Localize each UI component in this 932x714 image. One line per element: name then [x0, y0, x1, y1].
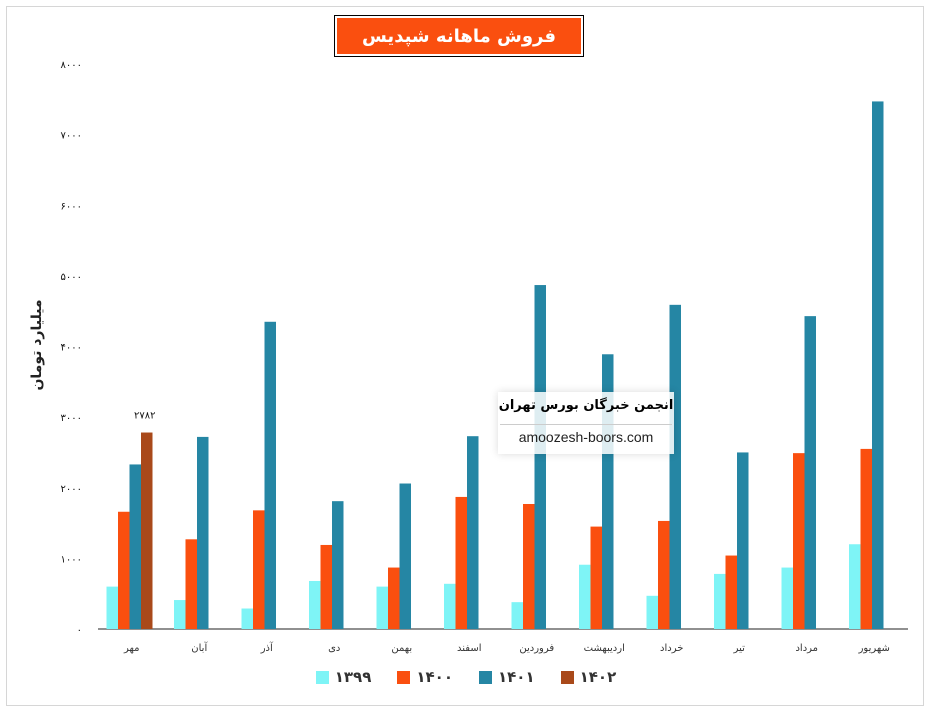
bar-۱۴۰۰ [320, 544, 332, 629]
bar-۱۴۰۰ [523, 503, 535, 629]
legend-swatch-1401 [479, 670, 492, 684]
legend: ۱۳۹۹ ۱۴۰۰ ۱۴۰۱ ۱۴۰۲ [0, 668, 932, 686]
bar-۱۴۰۰ [253, 510, 265, 629]
legend-item-1401: ۱۴۰۱ [479, 668, 535, 686]
data-label: ۲۷۸۲ [134, 411, 155, 422]
legend-swatch-1400 [397, 670, 411, 684]
bar-۱۳۹۹ [106, 586, 118, 629]
bar-۱۳۹۹ [241, 608, 253, 629]
x-tick-label: خرداد [660, 643, 683, 654]
legend-label-1400: ۱۴۰۰ [416, 668, 453, 686]
bar-۱۳۹۹ [309, 580, 321, 629]
bar-۱۳۹۹ [511, 602, 523, 629]
x-tick-label: فروردین [519, 643, 554, 654]
bar-۱۴۰۰ [388, 567, 400, 629]
bar-۱۳۹۹ [579, 564, 591, 629]
legend-label-1401: ۱۴۰۱ [498, 668, 535, 686]
bar-۱۴۰۱ [602, 354, 614, 629]
bar-۱۴۰۱ [669, 304, 681, 629]
y-tick-label: ۱۰۰۰ [61, 554, 82, 565]
legend-label-1402: ۱۴۰۲ [579, 668, 617, 686]
legend-swatch-1399 [315, 670, 329, 684]
y-tick-label: ۴۰۰۰ [61, 343, 82, 354]
bar-۱۴۰۰ [860, 448, 872, 629]
watermark-title: انجمن خبرگان بورس تهران [498, 398, 674, 413]
y-tick-label: ۶۰۰۰ [61, 201, 82, 212]
x-tick-label: اسفند [457, 643, 481, 654]
y-tick-label: ۵۰۰۰ [61, 272, 82, 283]
bar-۱۴۰۱ [129, 464, 141, 629]
bar-۱۴۰۰ [725, 555, 737, 629]
bar-۱۳۹۹ [444, 583, 456, 629]
bar-۱۳۹۹ [376, 586, 388, 629]
legend-item-1402: ۱۴۰۲ [560, 668, 617, 686]
bar-۱۴۰۱ [399, 483, 411, 629]
legend-label-1399: ۱۳۹۹ [334, 668, 372, 686]
x-tick-label: شهریور [858, 643, 890, 654]
y-tick-label: ۸۰۰۰ [61, 60, 82, 71]
y-tick-label: ۲۰۰۰ [61, 484, 82, 495]
bar-۱۳۹۹ [174, 600, 186, 629]
bar-۱۴۰۱ [804, 316, 816, 629]
bar-۱۴۰۰ [455, 496, 467, 629]
bar-۱۴۰۱ [264, 321, 276, 629]
bar-۱۳۹۹ [781, 567, 793, 629]
y-tick-label: ۳۰۰۰ [61, 413, 82, 424]
legend-item-1400: ۱۴۰۰ [397, 668, 453, 686]
x-tick-label: دی [328, 643, 340, 654]
bar-۱۴۰۰ [118, 511, 130, 629]
bar-۱۴۰۱ [872, 101, 884, 629]
bar-۱۴۰۲ [141, 432, 153, 629]
bar-۱۴۰۰ [185, 539, 197, 629]
bar-۱۴۰۱ [197, 436, 209, 629]
x-tick-label: آبان [191, 641, 208, 654]
bar-۱۴۰۱ [737, 452, 749, 629]
chart-title: فروش ماهانه شپدیس [337, 18, 581, 54]
bar-۱۴۰۱ [332, 501, 344, 629]
x-tick-label: مهر [123, 643, 139, 654]
chart-title-box: فروش ماهانه شپدیس [334, 15, 584, 57]
y-tick-label: ۰ [77, 625, 82, 636]
y-axis-label: میلیارد تومان [29, 299, 45, 391]
bar-۱۴۰۱ [534, 285, 546, 629]
watermark: انجمن خبرگان بورس تهران amoozesh-boors.c… [498, 392, 674, 454]
watermark-divider [500, 424, 672, 425]
x-tick-label: بهمن [391, 643, 412, 654]
legend-swatch-1402 [560, 670, 574, 684]
x-tick-label: مرداد [795, 643, 818, 654]
bar-۱۳۹۹ [714, 573, 726, 629]
bar-۱۴۰۰ [590, 526, 602, 629]
x-tick-label: اردیبهشت [584, 643, 625, 654]
bar-۱۳۹۹ [849, 544, 861, 629]
legend-item-1399: ۱۳۹۹ [315, 668, 372, 686]
bar-۱۳۹۹ [646, 595, 658, 629]
bar-۱۴۰۰ [658, 520, 670, 629]
x-tick-label: تیر [733, 643, 746, 654]
x-tick-label: آذر [260, 641, 274, 654]
watermark-url: amoozesh-boors.com [518, 429, 654, 445]
bar-۱۴۰۱ [467, 436, 479, 629]
y-tick-label: ۷۰۰۰ [61, 131, 82, 142]
bar-۱۴۰۰ [793, 453, 805, 629]
